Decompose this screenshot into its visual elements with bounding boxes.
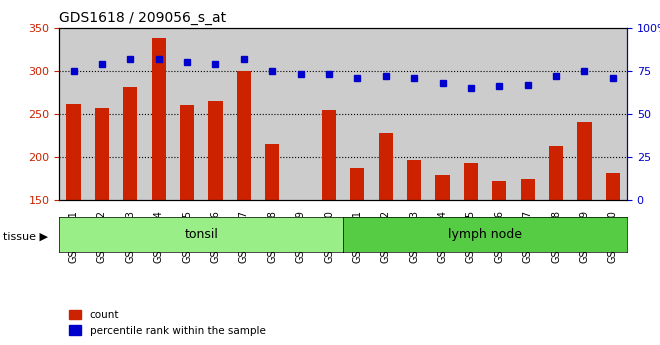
Bar — [578, 122, 591, 200]
Bar — [209, 101, 222, 200]
Legend: count, percentile rank within the sample: count, percentile rank within the sample — [65, 306, 270, 340]
Bar — [407, 160, 421, 200]
Bar — [436, 175, 449, 200]
Bar — [67, 104, 81, 200]
Text: tonsil: tonsil — [184, 228, 218, 241]
Bar — [379, 133, 393, 200]
Bar — [237, 71, 251, 200]
Bar — [492, 181, 506, 200]
Bar — [180, 105, 194, 200]
Bar — [350, 168, 364, 200]
Bar — [464, 163, 478, 200]
Text: lymph node: lymph node — [448, 228, 522, 241]
Bar — [95, 108, 109, 200]
Bar — [123, 87, 137, 200]
Bar — [322, 110, 336, 200]
Bar — [549, 146, 563, 200]
Bar — [521, 179, 535, 200]
Bar — [265, 144, 279, 200]
Bar — [606, 172, 620, 200]
Text: tissue ▶: tissue ▶ — [3, 231, 48, 241]
Bar — [152, 38, 166, 200]
Text: GDS1618 / 209056_s_at: GDS1618 / 209056_s_at — [59, 11, 226, 25]
